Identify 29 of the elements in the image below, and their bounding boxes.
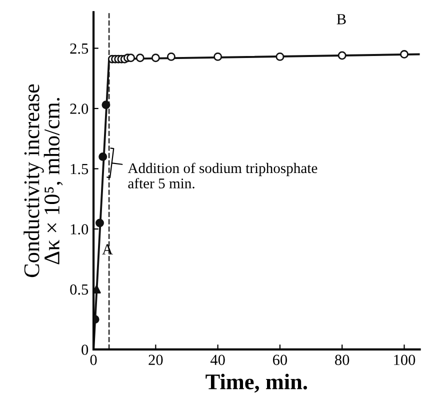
y-tick-label: 2.0 (70, 104, 88, 114)
x-tick-label: 20 (148, 354, 163, 366)
y-axis-title: Conductivity increase Δκ × 10⁵, mho/cm. (24, 84, 63, 278)
y-tick-label: 0 (82, 344, 88, 355)
x-tick-label: 80 (335, 354, 350, 366)
annotation: A (102, 244, 113, 254)
point (338, 51, 346, 60)
point (102, 100, 110, 110)
y-tick-label: 2.5 (70, 43, 88, 54)
x-tick-label: 60 (272, 354, 288, 366)
point (126, 54, 136, 62)
x-tick-label: 0 (90, 354, 97, 366)
point (136, 54, 144, 62)
point (166, 52, 176, 61)
point (96, 218, 104, 228)
x-tick-label: 100 (394, 354, 416, 366)
x-tick-label: 40 (210, 354, 225, 366)
y-tick-label: 1.5 (70, 164, 88, 174)
point (98, 152, 108, 161)
annotation: B (336, 14, 346, 24)
point (276, 52, 284, 61)
point (400, 50, 408, 59)
point (94, 284, 101, 294)
ref-line-label: Addition of sodium triphosphate after 5 min. (128, 162, 318, 188)
y-tick-label: 1.0 (70, 224, 88, 234)
x-axis-title: Time, min. (206, 374, 308, 393)
y-tick-label: 0.5 (70, 284, 88, 295)
point (214, 52, 222, 61)
point (151, 54, 160, 62)
